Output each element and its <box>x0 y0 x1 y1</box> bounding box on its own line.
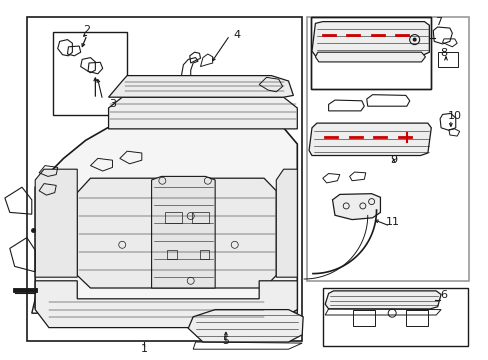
Text: 2: 2 <box>83 24 90 35</box>
Polygon shape <box>32 155 297 313</box>
Polygon shape <box>276 169 297 277</box>
Bar <box>199 250 209 259</box>
Text: 3: 3 <box>109 99 116 109</box>
Polygon shape <box>332 194 380 220</box>
Bar <box>191 212 208 223</box>
Polygon shape <box>151 176 215 288</box>
Bar <box>306 17 468 281</box>
Text: 8: 8 <box>439 48 447 58</box>
Text: 4: 4 <box>233 30 241 40</box>
Polygon shape <box>35 281 297 328</box>
Text: 1: 1 <box>141 344 147 354</box>
Bar <box>27 17 302 341</box>
Bar <box>310 17 430 89</box>
Bar <box>53 32 127 115</box>
Polygon shape <box>77 178 276 288</box>
Text: 6: 6 <box>439 290 446 300</box>
Polygon shape <box>325 291 440 309</box>
Polygon shape <box>108 97 297 129</box>
Polygon shape <box>35 169 77 277</box>
Text: 9: 9 <box>389 155 397 165</box>
Text: 7: 7 <box>434 17 442 27</box>
Polygon shape <box>188 310 303 342</box>
Polygon shape <box>108 76 293 97</box>
Bar <box>437 52 457 67</box>
Text: 10: 10 <box>447 111 461 121</box>
Circle shape <box>412 37 416 42</box>
Polygon shape <box>311 22 428 56</box>
Bar <box>167 250 177 259</box>
Polygon shape <box>35 128 297 324</box>
Text: 5: 5 <box>222 336 229 346</box>
Bar <box>310 17 430 89</box>
Bar <box>165 212 182 223</box>
Bar <box>322 288 468 346</box>
Bar <box>352 310 374 325</box>
Bar <box>405 310 427 325</box>
Polygon shape <box>315 52 425 62</box>
Text: 11: 11 <box>386 217 400 228</box>
Polygon shape <box>308 123 430 156</box>
